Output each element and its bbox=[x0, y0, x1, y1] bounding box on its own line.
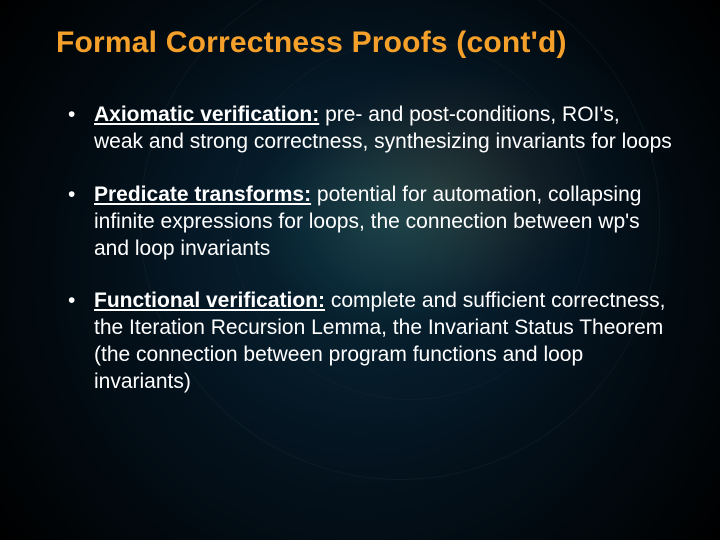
list-item: Functional verification: complete and su… bbox=[66, 288, 672, 396]
slide-container: Formal Correctness Proofs (cont'd) Axiom… bbox=[0, 0, 720, 540]
list-item: Predicate transforms: potential for auto… bbox=[66, 182, 672, 263]
bullet-term: Axiomatic verification: bbox=[94, 103, 319, 126]
slide-title: Formal Correctness Proofs (cont'd) bbox=[56, 26, 672, 60]
bullet-term: Functional verification: bbox=[94, 289, 325, 312]
bullet-term: Predicate transforms: bbox=[94, 183, 311, 206]
list-item: Axiomatic verification: pre- and post-co… bbox=[66, 102, 672, 156]
bullet-list: Axiomatic verification: pre- and post-co… bbox=[56, 102, 672, 396]
